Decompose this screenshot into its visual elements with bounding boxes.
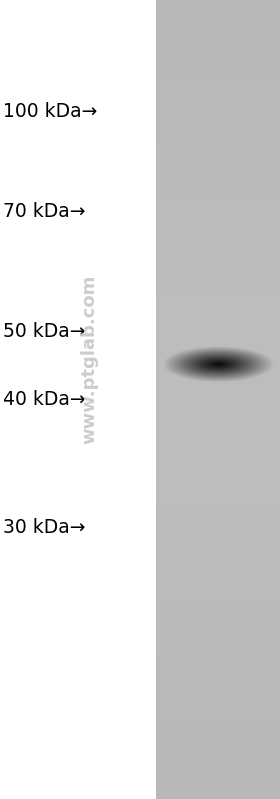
Text: 40 kDa→: 40 kDa→ bbox=[3, 390, 85, 409]
Text: 70 kDa→: 70 kDa→ bbox=[3, 202, 85, 221]
Text: 100 kDa→: 100 kDa→ bbox=[3, 102, 97, 121]
Text: www.ptglab.com: www.ptglab.com bbox=[81, 275, 99, 444]
Text: 30 kDa→: 30 kDa→ bbox=[3, 518, 85, 537]
Text: 50 kDa→: 50 kDa→ bbox=[3, 322, 85, 341]
